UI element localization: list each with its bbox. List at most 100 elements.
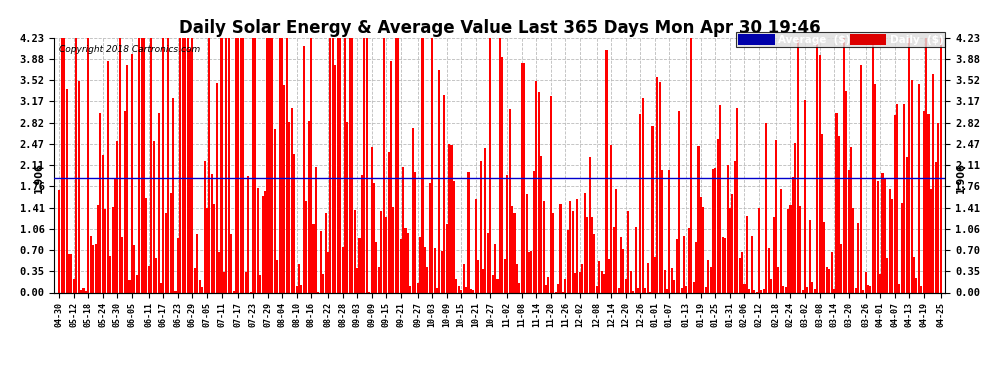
Bar (412, 128, 414, 292)
Bar (73, 279, 75, 292)
Bar (767, 248, 770, 292)
Bar (172, 98, 174, 292)
Bar (344, 38, 346, 292)
Bar (748, 289, 750, 292)
Bar (566, 230, 569, 292)
Bar (286, 38, 288, 292)
Bar (281, 38, 283, 292)
Bar (356, 268, 358, 292)
Bar (129, 280, 131, 292)
Bar (581, 264, 583, 292)
Bar (635, 227, 637, 292)
Bar (441, 251, 443, 292)
Bar (685, 286, 687, 292)
Bar (538, 93, 540, 292)
Bar (385, 217, 387, 292)
Bar (259, 275, 261, 292)
Bar (886, 258, 888, 292)
Bar (523, 63, 525, 292)
Bar (862, 290, 864, 292)
Bar (184, 38, 186, 292)
Bar (157, 113, 159, 292)
Bar (722, 237, 724, 292)
Bar (407, 233, 409, 292)
Bar (269, 38, 271, 292)
Bar (325, 213, 327, 292)
Bar (444, 94, 446, 292)
Bar (261, 196, 263, 292)
Bar (836, 113, 838, 292)
Bar (574, 273, 576, 292)
Bar (95, 244, 97, 292)
Bar (342, 246, 344, 292)
Bar (221, 38, 223, 292)
Bar (646, 263, 648, 292)
Bar (549, 96, 551, 292)
Bar (177, 238, 179, 292)
Bar (348, 38, 350, 292)
Bar (770, 279, 772, 292)
Bar (668, 170, 670, 292)
Bar (424, 247, 426, 292)
Bar (448, 144, 450, 292)
Bar (898, 284, 901, 292)
Bar (85, 291, 87, 292)
Bar (450, 145, 452, 292)
Bar (107, 61, 109, 292)
Text: 1.906: 1.906 (34, 162, 44, 193)
Bar (658, 82, 660, 292)
Bar (70, 254, 72, 292)
Bar (402, 168, 404, 292)
Bar (276, 260, 278, 292)
Bar (576, 199, 578, 292)
Bar (174, 291, 176, 292)
Bar (112, 207, 114, 292)
Bar (104, 209, 106, 292)
Bar (543, 201, 545, 292)
Bar (824, 222, 826, 292)
Bar (891, 199, 893, 292)
Bar (608, 259, 610, 292)
Bar (792, 177, 794, 292)
Title: Daily Solar Energy & Average Value Last 365 Days Mon Apr 30 19:46: Daily Solar Energy & Average Value Last … (179, 20, 821, 38)
Bar (216, 83, 218, 292)
Bar (854, 288, 857, 292)
Bar (734, 161, 736, 292)
Bar (819, 55, 821, 292)
Bar (603, 274, 605, 292)
Bar (363, 38, 365, 292)
Bar (544, 285, 547, 292)
Bar (536, 81, 538, 292)
Bar (928, 114, 930, 292)
Bar (526, 194, 528, 292)
Bar (315, 167, 317, 292)
Bar (651, 126, 653, 292)
Bar (504, 260, 506, 292)
Bar (169, 194, 171, 292)
Bar (417, 284, 419, 292)
Bar (755, 291, 757, 292)
Bar (683, 236, 685, 292)
Bar (305, 201, 307, 292)
Bar (760, 290, 762, 292)
Bar (720, 105, 722, 292)
Bar (63, 38, 65, 292)
Bar (509, 109, 511, 292)
Bar (552, 213, 554, 292)
Bar (940, 38, 941, 292)
Bar (838, 136, 840, 292)
Bar (462, 264, 464, 292)
Text: 1.906: 1.906 (956, 162, 966, 193)
Bar (661, 170, 663, 292)
Bar (618, 288, 620, 292)
Bar (678, 111, 680, 292)
Bar (640, 114, 642, 292)
Bar (547, 277, 549, 292)
Bar (361, 176, 363, 292)
Text: Copyright 2018 Cartronics.com: Copyright 2018 Cartronics.com (59, 45, 200, 54)
Bar (141, 38, 143, 292)
Bar (925, 38, 927, 292)
Bar (845, 92, 847, 292)
Bar (528, 252, 530, 292)
Bar (322, 274, 325, 292)
